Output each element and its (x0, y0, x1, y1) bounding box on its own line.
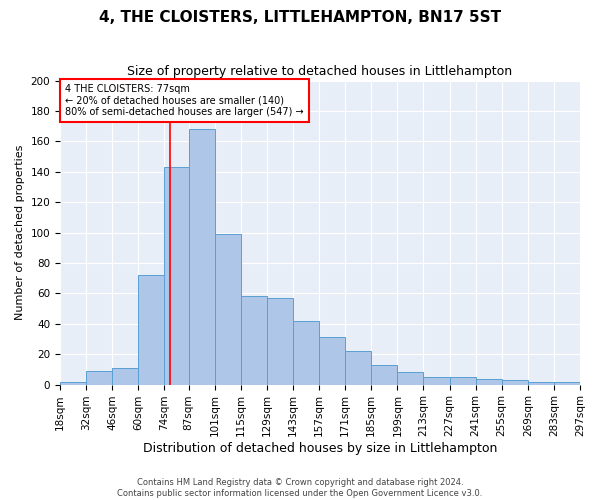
Bar (267, 298, 293, 384)
Bar (164, 167, 188, 384)
Bar (345, 351, 371, 384)
Bar (293, 320, 319, 384)
Text: 4, THE CLOISTERS, LITTLEHAMPTON, BN17 5ST: 4, THE CLOISTERS, LITTLEHAMPTON, BN17 5S… (99, 10, 501, 25)
Bar (86, 371, 112, 384)
Bar (449, 377, 476, 384)
Bar (397, 372, 424, 384)
Bar (476, 378, 502, 384)
Text: 4 THE CLOISTERS: 77sqm
← 20% of detached houses are smaller (140)
80% of semi-de: 4 THE CLOISTERS: 77sqm ← 20% of detached… (65, 84, 304, 117)
Bar (241, 296, 267, 384)
X-axis label: Distribution of detached houses by size in Littlehampton: Distribution of detached houses by size … (143, 442, 497, 455)
Bar (371, 365, 397, 384)
Bar (215, 234, 241, 384)
Bar (319, 338, 345, 384)
Bar (188, 129, 215, 384)
Bar (139, 275, 164, 384)
Text: Contains HM Land Registry data © Crown copyright and database right 2024.
Contai: Contains HM Land Registry data © Crown c… (118, 478, 482, 498)
Bar (502, 380, 528, 384)
Title: Size of property relative to detached houses in Littlehampton: Size of property relative to detached ho… (127, 65, 512, 78)
Bar (554, 382, 580, 384)
Bar (528, 382, 554, 384)
Bar (60, 382, 86, 384)
Bar (112, 368, 139, 384)
Bar (424, 377, 449, 384)
Y-axis label: Number of detached properties: Number of detached properties (15, 145, 25, 320)
